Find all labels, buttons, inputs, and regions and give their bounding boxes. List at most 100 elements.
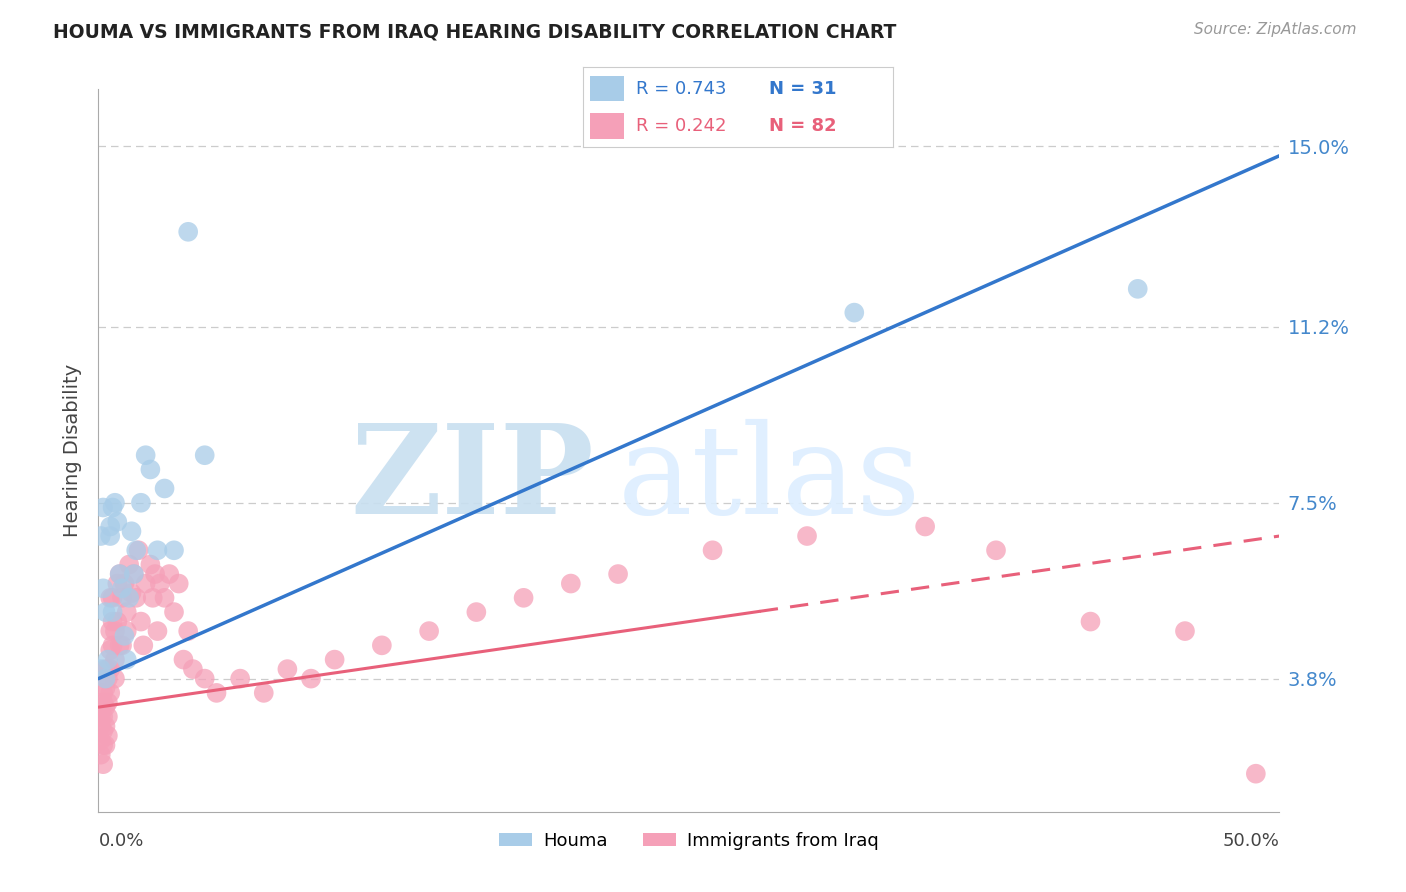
- Text: atlas: atlas: [619, 419, 921, 540]
- Text: R = 0.242: R = 0.242: [636, 118, 727, 136]
- Text: Source: ZipAtlas.com: Source: ZipAtlas.com: [1194, 22, 1357, 37]
- Point: [139, 558, 162, 572]
- Point: [104, 672, 127, 686]
- Point: [125, 591, 148, 605]
- Point: [984, 543, 1007, 558]
- Point: [163, 543, 186, 558]
- Point: [111, 638, 134, 652]
- Point: [371, 638, 394, 652]
- Point: [121, 586, 143, 600]
- Point: [90, 529, 112, 543]
- Point: [101, 615, 124, 629]
- Point: [163, 605, 186, 619]
- Point: [101, 605, 124, 619]
- Point: [129, 496, 152, 510]
- Point: [128, 543, 150, 558]
- Point: [94, 672, 117, 686]
- Point: [94, 672, 117, 686]
- Point: [91, 695, 114, 709]
- Text: N = 31: N = 31: [769, 79, 837, 97]
- Point: [105, 515, 128, 529]
- Point: [98, 662, 121, 676]
- Point: [97, 709, 120, 723]
- Point: [98, 686, 121, 700]
- Point: [97, 729, 120, 743]
- Point: [115, 624, 138, 639]
- Point: [108, 567, 131, 582]
- Point: [1080, 615, 1102, 629]
- Point: [101, 591, 124, 605]
- Point: [90, 662, 112, 676]
- Point: [97, 672, 120, 686]
- Point: [153, 591, 176, 605]
- Point: [560, 576, 582, 591]
- Point: [98, 529, 121, 543]
- Point: [98, 624, 121, 639]
- Point: [157, 567, 180, 582]
- Text: R = 0.743: R = 0.743: [636, 79, 727, 97]
- Point: [94, 738, 117, 752]
- Point: [118, 591, 141, 605]
- Point: [139, 462, 162, 476]
- Point: [122, 567, 145, 582]
- Point: [108, 567, 131, 582]
- Point: [105, 576, 128, 591]
- Point: [108, 638, 131, 652]
- Point: [194, 448, 217, 462]
- FancyBboxPatch shape: [589, 76, 624, 102]
- Point: [229, 672, 252, 686]
- Point: [149, 576, 172, 591]
- Point: [94, 700, 117, 714]
- Legend: Houma, Immigrants from Iraq: Houma, Immigrants from Iraq: [492, 824, 886, 857]
- Point: [98, 643, 121, 657]
- Y-axis label: Hearing Disability: Hearing Disability: [63, 364, 82, 537]
- Point: [98, 519, 121, 533]
- Point: [94, 605, 117, 619]
- Point: [91, 500, 114, 515]
- Point: [135, 576, 157, 591]
- Point: [104, 624, 127, 639]
- Text: N = 82: N = 82: [769, 118, 837, 136]
- Point: [512, 591, 534, 605]
- FancyBboxPatch shape: [589, 113, 624, 139]
- Point: [94, 681, 117, 695]
- Point: [122, 567, 145, 582]
- Point: [90, 700, 112, 714]
- Point: [91, 582, 114, 596]
- Point: [112, 629, 135, 643]
- Text: HOUMA VS IMMIGRANTS FROM IRAQ HEARING DISABILITY CORRELATION CHART: HOUMA VS IMMIGRANTS FROM IRAQ HEARING DI…: [53, 22, 897, 41]
- Point: [153, 482, 176, 496]
- Point: [90, 733, 112, 747]
- Point: [914, 519, 936, 533]
- Point: [796, 529, 818, 543]
- Point: [90, 709, 112, 723]
- Point: [253, 686, 276, 700]
- Point: [104, 496, 127, 510]
- Point: [205, 686, 228, 700]
- Point: [146, 543, 169, 558]
- Point: [177, 624, 200, 639]
- Point: [135, 448, 157, 462]
- Point: [844, 305, 866, 319]
- Text: 50.0%: 50.0%: [1223, 832, 1279, 850]
- Point: [94, 662, 117, 676]
- Point: [97, 662, 120, 676]
- Point: [112, 576, 135, 591]
- Point: [91, 709, 114, 723]
- Point: [104, 652, 127, 666]
- Point: [98, 591, 121, 605]
- Point: [143, 567, 166, 582]
- Point: [105, 615, 128, 629]
- Point: [125, 543, 148, 558]
- Point: [111, 591, 134, 605]
- Point: [276, 662, 298, 676]
- Point: [177, 225, 200, 239]
- Point: [94, 719, 117, 733]
- Point: [607, 567, 630, 582]
- Point: [702, 543, 724, 558]
- Point: [142, 591, 165, 605]
- Point: [181, 662, 204, 676]
- Point: [129, 615, 152, 629]
- Point: [115, 652, 138, 666]
- Point: [111, 582, 134, 596]
